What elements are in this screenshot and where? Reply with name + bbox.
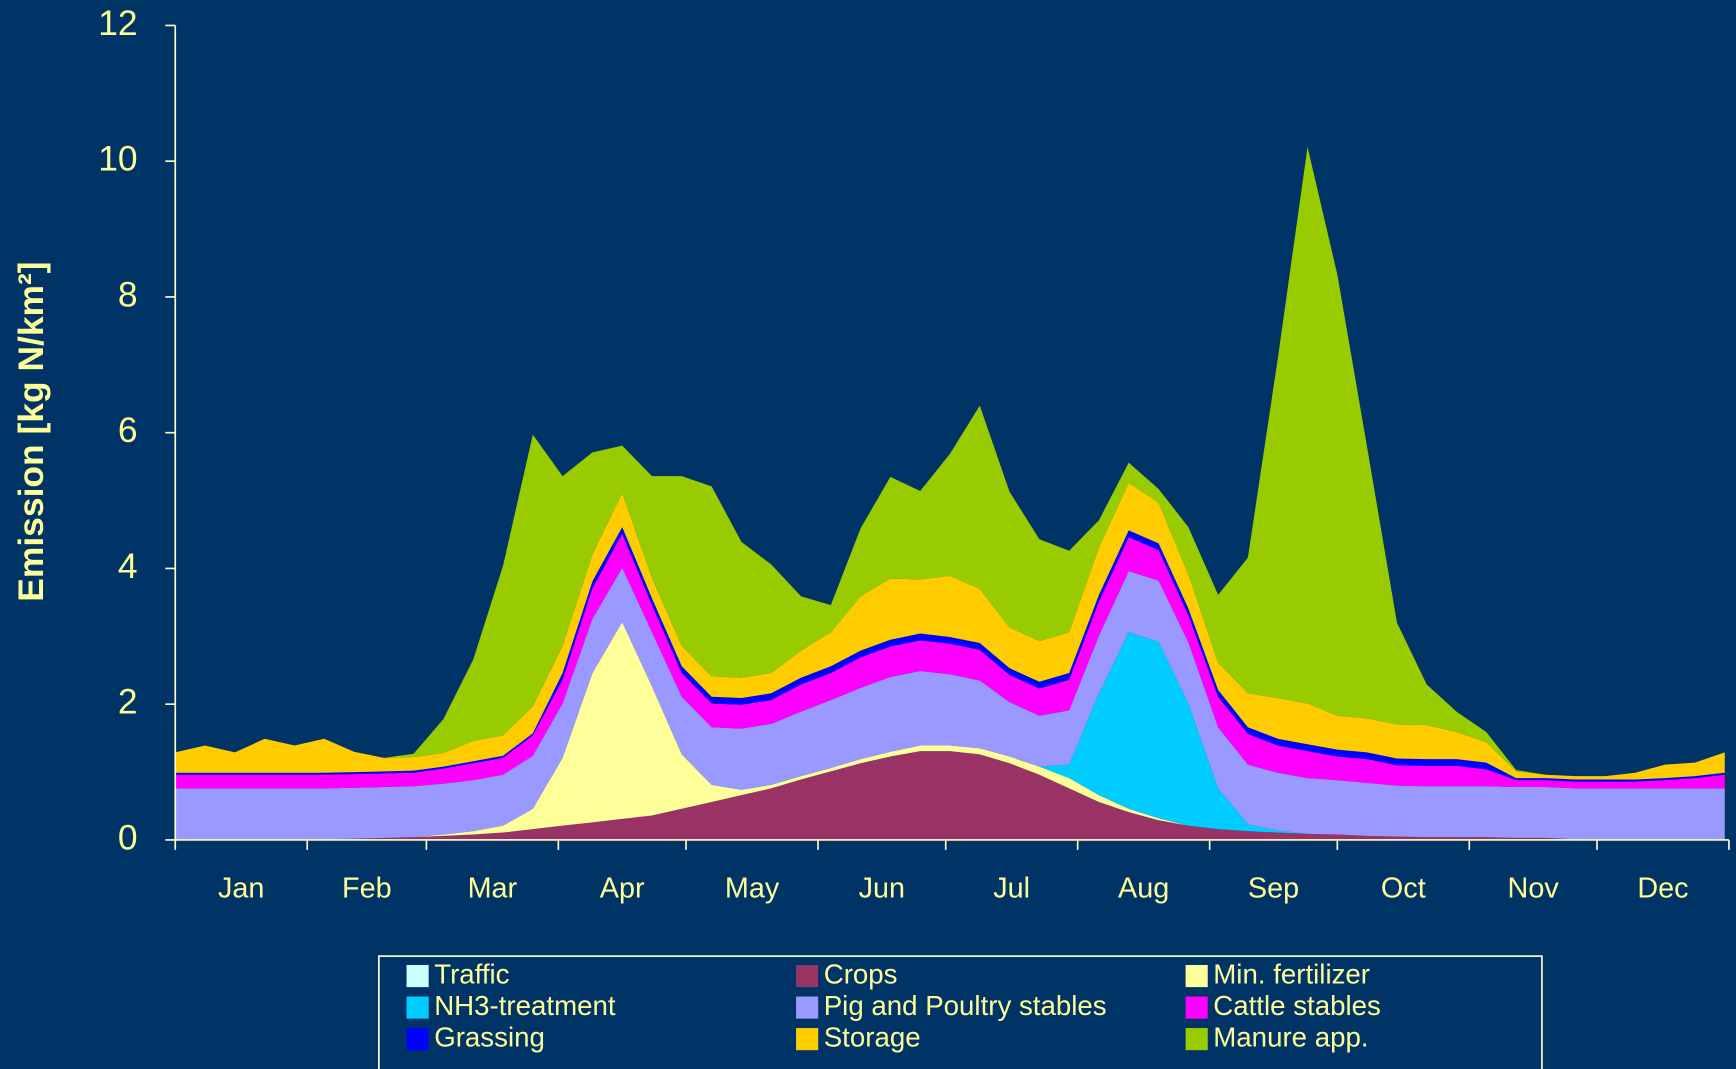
legend-swatch — [1185, 964, 1208, 988]
y-tick-label: 0 — [118, 817, 138, 857]
area — [175, 533, 1725, 789]
legend-label: Min. fertilizer — [1213, 958, 1370, 989]
legend-swatch — [796, 964, 819, 988]
legend-swatch — [796, 996, 819, 1019]
legend-swatch — [406, 996, 429, 1019]
area — [175, 751, 1725, 840]
area — [175, 146, 1725, 777]
y-tick-label: 4 — [118, 546, 138, 586]
x-tick-label: May — [725, 872, 780, 904]
legend-label: Crops — [824, 958, 898, 989]
y-tick-label: 8 — [118, 274, 138, 314]
legend-label: Cattle stables — [1213, 990, 1381, 1021]
x-tick-label: Nov — [1508, 872, 1560, 904]
legend-swatch — [796, 1028, 819, 1051]
legend-swatch — [406, 1028, 429, 1051]
y-tick-label: 10 — [98, 139, 137, 179]
legend-label: Grassing — [434, 1021, 545, 1052]
x-tick-label: Apr — [600, 872, 645, 904]
y-tick-label: 6 — [118, 410, 138, 450]
area — [175, 482, 1725, 780]
x-tick-label: Sep — [1248, 872, 1299, 904]
legend-swatch — [1185, 1028, 1208, 1051]
x-tick-label: Aug — [1118, 872, 1169, 904]
legend-label: Manure app. — [1213, 1021, 1368, 1052]
area — [175, 567, 1725, 840]
x-tick-label: Jun — [859, 872, 905, 904]
y-tick-label: 2 — [118, 682, 138, 722]
x-tick-label: Jan — [218, 872, 264, 904]
x-tick-label: Dec — [1637, 872, 1688, 904]
x-tick-label: Mar — [468, 872, 518, 904]
x-tick-label: Feb — [342, 872, 392, 904]
legend-swatch — [1185, 996, 1208, 1019]
legend-box — [378, 955, 1543, 1069]
area — [175, 622, 1725, 840]
legend-label: Traffic — [434, 958, 509, 989]
legend-label: Pig and Poultry stables — [824, 990, 1107, 1021]
legend-swatch — [406, 964, 429, 988]
x-tick-label: Jul — [993, 872, 1030, 904]
x-tick-label: Oct — [1381, 872, 1426, 904]
legend-label: Storage — [824, 1021, 921, 1052]
y-axis-title: Emission [kg N/km²] — [11, 261, 51, 601]
y-tick-label: 12 — [98, 3, 137, 43]
legend-label: NH3-treatment — [434, 990, 616, 1021]
